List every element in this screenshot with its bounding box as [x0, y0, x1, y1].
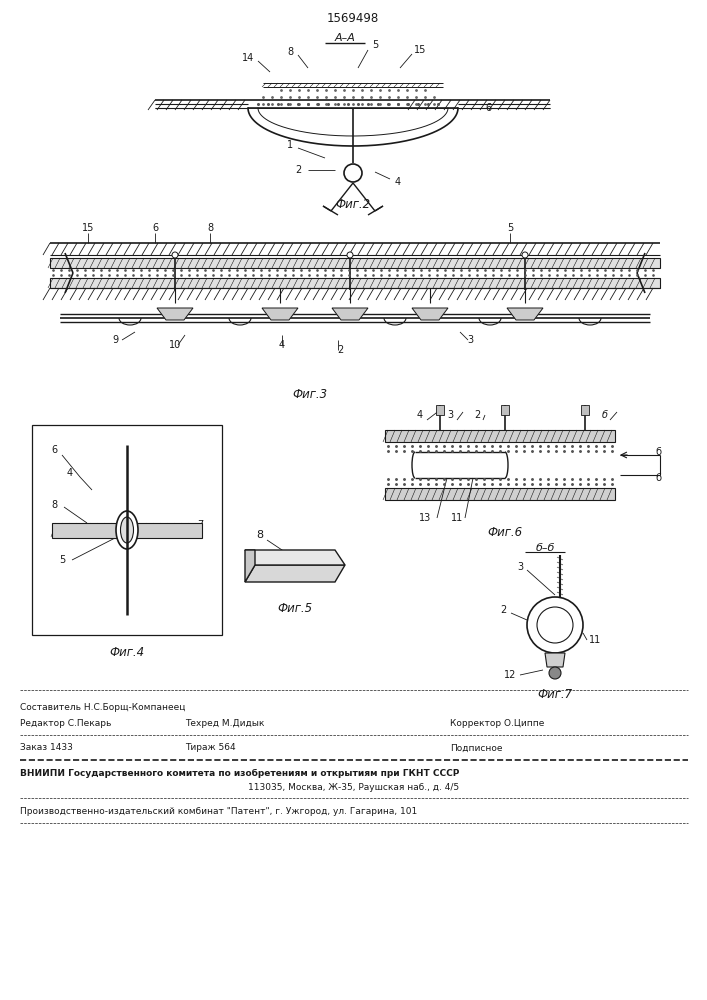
Text: 1569498: 1569498 — [327, 11, 379, 24]
Text: 4: 4 — [395, 177, 401, 187]
Text: 3: 3 — [447, 410, 453, 420]
Ellipse shape — [120, 517, 134, 543]
Text: б: б — [655, 473, 661, 483]
Text: 14: 14 — [242, 53, 254, 63]
Text: 6: 6 — [152, 223, 158, 233]
Text: Фиг.5: Фиг.5 — [277, 601, 312, 614]
Text: Тираж 564: Тираж 564 — [185, 744, 235, 752]
Text: А–А: А–А — [334, 33, 356, 43]
Text: 7: 7 — [197, 520, 203, 530]
Text: 2: 2 — [295, 165, 301, 175]
Polygon shape — [262, 308, 298, 320]
Text: Фиг.6: Фиг.6 — [487, 526, 522, 538]
Text: 3: 3 — [517, 562, 523, 572]
Text: 4: 4 — [279, 340, 285, 350]
Text: Фиг.4: Фиг.4 — [110, 647, 144, 660]
Text: ВНИИПИ Государственного комитета по изобретениям и открытиям при ГКНТ СССР: ВНИИПИ Государственного комитета по изоб… — [20, 768, 460, 778]
Text: 15: 15 — [414, 45, 426, 55]
Bar — [385, 488, 615, 500]
Text: 6: 6 — [485, 103, 491, 113]
Bar — [50, 258, 660, 268]
Circle shape — [347, 252, 353, 258]
Text: 13: 13 — [419, 513, 431, 523]
Text: Фиг.3: Фиг.3 — [293, 388, 327, 401]
Text: Производственно-издательский комбинат "Патент", г. Ужгород, ул. Гагарина, 101: Производственно-издательский комбинат "П… — [20, 808, 417, 816]
Circle shape — [172, 252, 178, 258]
Text: 5: 5 — [59, 555, 65, 565]
Text: 5: 5 — [372, 40, 378, 50]
Text: 4: 4 — [417, 410, 423, 420]
Circle shape — [522, 252, 528, 258]
Text: 11: 11 — [451, 513, 463, 523]
Text: 12: 12 — [504, 670, 516, 680]
Text: 2: 2 — [474, 410, 480, 420]
Text: Заказ 1433: Заказ 1433 — [20, 744, 73, 752]
Text: 5: 5 — [507, 223, 513, 233]
Text: 1: 1 — [287, 140, 293, 150]
Text: 15: 15 — [82, 223, 94, 233]
Text: Редактор С.Пекарь: Редактор С.Пекарь — [20, 718, 112, 728]
Text: 6: 6 — [51, 445, 57, 455]
Text: Подписное: Подписное — [450, 744, 503, 752]
Polygon shape — [412, 308, 448, 320]
Circle shape — [549, 667, 561, 679]
Text: Фиг.2: Фиг.2 — [335, 198, 370, 212]
Text: б: б — [655, 447, 661, 457]
Bar — [436, 405, 444, 415]
Bar — [50, 278, 660, 288]
Polygon shape — [157, 308, 193, 320]
Bar — [52, 523, 202, 538]
Circle shape — [527, 597, 583, 653]
Text: Корректор О.Циппе: Корректор О.Циппе — [450, 718, 544, 728]
Text: 8: 8 — [51, 500, 57, 510]
Polygon shape — [245, 550, 345, 565]
Text: 10: 10 — [169, 340, 181, 350]
Text: 2: 2 — [337, 345, 343, 355]
Text: 3: 3 — [467, 335, 473, 345]
Text: 11: 11 — [589, 635, 601, 645]
Polygon shape — [507, 308, 543, 320]
Text: Техред М.Дидык: Техред М.Дидык — [185, 718, 264, 728]
Polygon shape — [245, 565, 345, 582]
Polygon shape — [332, 308, 368, 320]
Polygon shape — [545, 653, 565, 667]
Text: б–б: б–б — [535, 543, 555, 553]
Text: 4: 4 — [67, 468, 73, 478]
Polygon shape — [245, 550, 255, 582]
Ellipse shape — [116, 511, 138, 549]
Text: 8: 8 — [207, 223, 213, 233]
Text: б: б — [602, 410, 608, 420]
Bar — [385, 430, 615, 442]
Text: 2: 2 — [500, 605, 506, 615]
Text: 113035, Москва, Ж-35, Раушская наб., д. 4/5: 113035, Москва, Ж-35, Раушская наб., д. … — [248, 782, 460, 792]
Text: Фиг.7: Фиг.7 — [537, 688, 573, 702]
Text: 9: 9 — [112, 335, 118, 345]
Text: Составитель Н.С.Борщ-Компанеец: Составитель Н.С.Борщ-Компанеец — [20, 704, 185, 712]
Text: 8: 8 — [287, 47, 293, 57]
Bar — [32, 425, 222, 635]
Bar — [501, 405, 509, 415]
Bar — [581, 405, 589, 415]
Text: 8: 8 — [257, 530, 264, 540]
